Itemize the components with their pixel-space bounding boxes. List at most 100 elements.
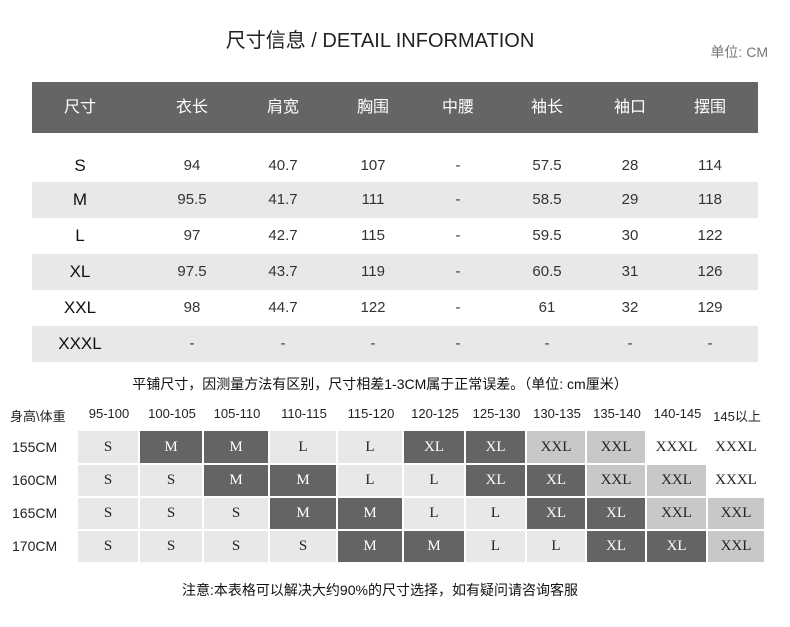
table-cell: 95.5 <box>177 191 207 208</box>
size-cell: XL <box>587 531 645 562</box>
weight-header: 120-125 <box>411 406 459 421</box>
table-cell: - <box>189 335 195 352</box>
size-cell: S <box>204 498 268 529</box>
column-header: 胸围 <box>356 99 389 116</box>
size-cell: XXXL <box>708 465 764 496</box>
table-cell: 122 <box>697 227 723 244</box>
table-cell: 43.7 <box>268 263 298 280</box>
page-title: 尺寸信息 / DETAIL INFORMATION <box>225 30 535 52</box>
table-cell: - <box>627 335 633 352</box>
table-cell: 107 <box>360 157 386 174</box>
size-cell: XXL <box>587 465 645 496</box>
size-cell: S <box>78 498 138 529</box>
size-cell: XL <box>466 431 525 463</box>
height-label: 170CM <box>12 538 58 554</box>
size-cell: L <box>338 431 402 463</box>
size-cell: M <box>270 465 336 496</box>
weight-header: 115-120 <box>347 406 395 421</box>
size-cell: M <box>270 498 336 529</box>
weight-header: 100-105 <box>148 406 196 421</box>
size-cell: XXXL <box>708 431 764 463</box>
table-cell: 119 <box>361 263 385 280</box>
table-cell: 28 <box>621 157 639 174</box>
table-cell: 60.5 <box>532 263 562 280</box>
table-cell: 118 <box>698 191 722 208</box>
table-cell: - <box>455 335 461 352</box>
size-cell: M <box>338 498 402 529</box>
table-row: L 97 42.7 115 - 59.5 30 122 <box>32 218 758 254</box>
size-cell: S <box>140 498 202 529</box>
table-cell: - <box>370 335 376 352</box>
column-header: 袖口 <box>613 99 646 116</box>
weight-header: 125-130 <box>472 406 521 421</box>
table-cell: 44.7 <box>268 299 298 316</box>
table-cell: 94 <box>183 157 201 174</box>
table-cell: 59.5 <box>532 227 562 244</box>
size-cell: L <box>270 431 336 463</box>
column-header: 尺寸 <box>63 99 96 116</box>
size-cell: XL <box>647 531 706 562</box>
size-cell: L <box>404 465 464 496</box>
size-label: S <box>74 156 86 175</box>
table-cell: 29 <box>621 191 639 208</box>
size-cell: S <box>78 465 138 496</box>
table-cell: 122 <box>360 299 386 316</box>
size-cell: M <box>140 431 202 463</box>
size-cell: M <box>204 465 268 496</box>
size-cell: XXL <box>647 465 706 496</box>
size-cell: L <box>404 498 464 529</box>
measurement-note: 平铺尺寸，因测量方法有区别，尺寸相差1-3CM属于正常误差。（单位: cm厘米） <box>132 376 628 392</box>
table-cell: - <box>455 191 461 208</box>
table-cell: - <box>455 299 461 316</box>
table-cell: - <box>544 335 550 352</box>
table-row: M 95.5 41.7 111 - 58.5 29 118 <box>32 182 758 218</box>
size-cell: S <box>78 531 138 562</box>
height-label: 155CM <box>12 439 58 455</box>
size-cell: XL <box>404 431 464 463</box>
column-header: 袖长 <box>530 99 563 116</box>
size-cell: XL <box>466 465 525 496</box>
size-cell: XL <box>527 498 585 529</box>
size-cell: M <box>404 531 464 562</box>
size-cell: L <box>466 531 525 562</box>
table-cell: 31 <box>621 263 639 280</box>
table-cell: 32 <box>621 299 639 316</box>
size-cell: S <box>204 531 268 562</box>
footer-note: 注意:本表格可以解决大约90%的尺寸选择，如有疑问请咨询客服 <box>182 582 578 598</box>
size-cell: M <box>338 531 402 562</box>
table-row: XXXL - - - - - - - <box>32 326 758 362</box>
table-cell: 111 <box>361 191 385 208</box>
table-row: XXL 98 44.7 122 - 61 32 129 <box>32 290 758 326</box>
height-label: 165CM <box>12 505 58 521</box>
weight-header: 130-135 <box>533 406 581 421</box>
size-cell: L <box>338 465 402 496</box>
table-cell: 97 <box>183 227 201 244</box>
measurement-table-header: 尺寸 衣长 肩宽 胸围 中腰 袖长 袖口 摆围 <box>32 82 758 133</box>
unit-label: 单位: CM <box>710 44 768 60</box>
table-cell: - <box>455 263 461 280</box>
table-cell: 98 <box>183 299 201 316</box>
table-cell: 57.5 <box>532 157 562 174</box>
table-cell: 126 <box>697 263 723 280</box>
column-header: 中腰 <box>441 99 474 116</box>
size-cell: XXL <box>587 431 645 463</box>
size-cell: XL <box>587 498 645 529</box>
size-cell: S <box>270 531 336 562</box>
table-cell: 40.7 <box>268 157 298 174</box>
table-cell: 115 <box>361 227 385 244</box>
table-cell: 42.7 <box>268 227 298 244</box>
size-cell: XXXL <box>647 431 706 463</box>
size-label: XXL <box>63 298 97 317</box>
table-cell: 129 <box>697 299 723 316</box>
size-cell: L <box>527 531 585 562</box>
size-cell: XXL <box>708 531 764 562</box>
table-cell: 30 <box>621 227 639 244</box>
table-row: XL 97.5 43.7 119 - 60.5 31 126 <box>32 254 758 290</box>
table-cell: 114 <box>698 157 722 174</box>
size-cell: XXL <box>708 498 764 529</box>
size-cell: XXL <box>527 431 585 463</box>
weight-header: 110-115 <box>281 406 327 421</box>
size-label: XXXL <box>58 334 102 353</box>
table-cell: 58.5 <box>532 191 562 208</box>
